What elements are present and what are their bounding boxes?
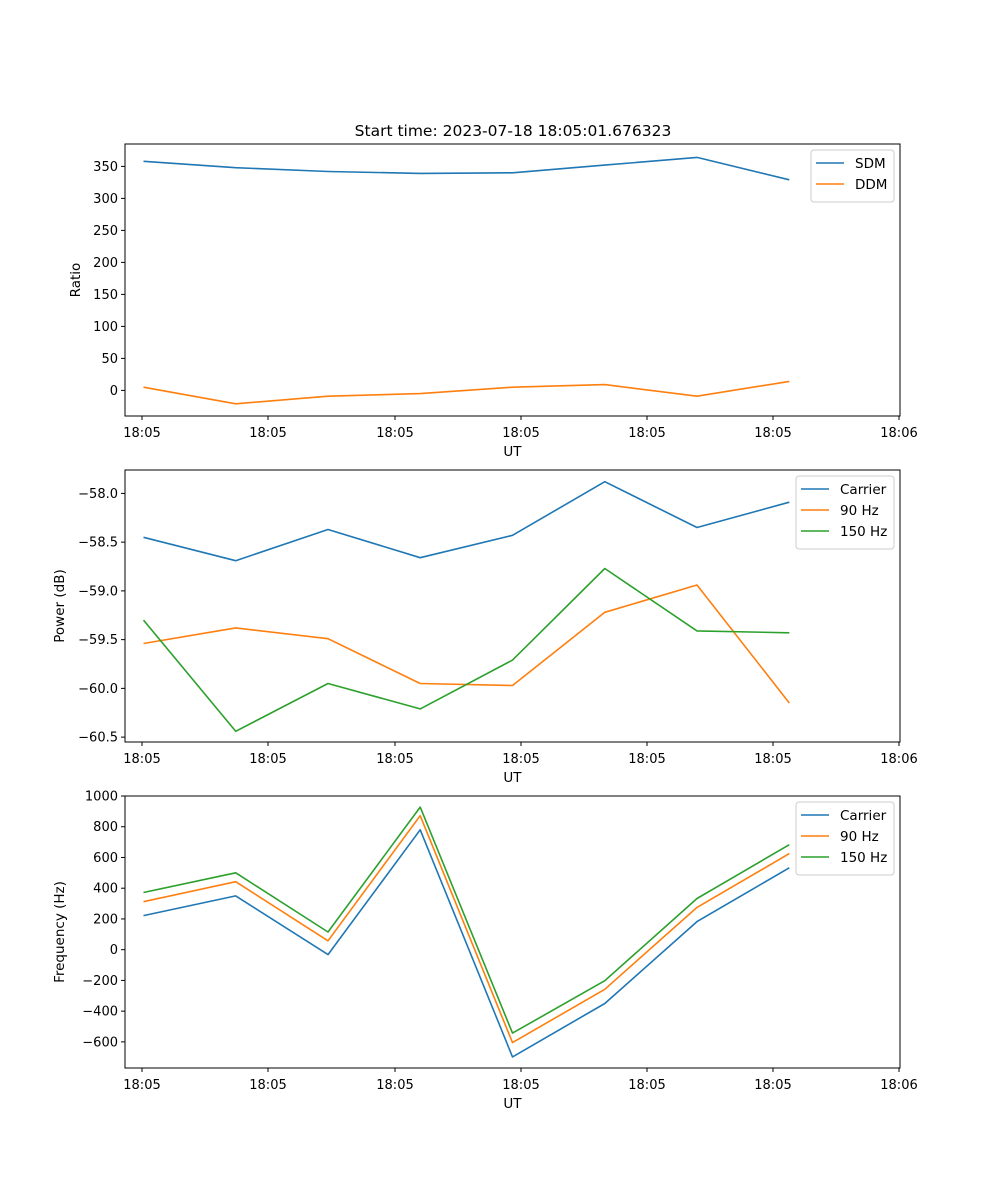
y-tick-label: 800 — [93, 820, 118, 835]
series-line-sdm — [143, 156, 790, 181]
y-tick-label: 300 — [93, 192, 118, 207]
y-axis-label: Ratio — [68, 263, 84, 298]
axes-frame — [124, 469, 901, 743]
x-axis-label: UT — [503, 1096, 522, 1112]
series-line-ddm — [143, 380, 790, 405]
x-tick-label: 18:06 — [880, 752, 917, 767]
x-tick-label: 18:05 — [628, 426, 665, 441]
subplots: 18:05 18:05 18:05 18:05 18:05 18:05 18:06 0 50 10… — [52, 143, 918, 1113]
legend-label: SDM — [855, 156, 886, 172]
y-axis-label: Power (dB) — [52, 569, 68, 642]
x-tick-label: 18:06 — [880, 1078, 917, 1093]
x-tick-label: 18:05 — [754, 1078, 791, 1093]
x-tick-label: 18:05 — [123, 426, 160, 441]
y-tick-label: 0 — [110, 943, 118, 958]
y-axis-label: Frequency (Hz) — [52, 881, 68, 983]
y-tick-label: 100 — [93, 320, 118, 335]
x-tick-label: 18:05 — [376, 752, 413, 767]
y-tick-label: −60.5 — [78, 731, 118, 746]
axes-frame — [124, 795, 901, 1069]
y-tick-label: −59.0 — [78, 584, 118, 599]
subplot-3: 18:05 18:05 18:05 18:05 18:05 18:05 18:06 −600 −… — [52, 790, 918, 1113]
x-tick-label: 18:05 — [376, 426, 413, 441]
x-tick-label: 18:05 — [249, 752, 286, 767]
subplot-2: 18:05 18:05 18:05 18:05 18:05 18:05 18:06 −60.5… — [52, 469, 918, 786]
x-tick-label: 18:05 — [376, 1078, 413, 1093]
x-axis-label: UT — [503, 444, 522, 460]
y-tick-label: 200 — [93, 256, 118, 271]
series-line-90-hz — [143, 814, 790, 1044]
legend-label: Carrier — [840, 482, 887, 498]
y-tick-label: 250 — [93, 224, 118, 239]
series-line-carrier — [143, 828, 790, 1058]
x-tick-label: 18:05 — [754, 426, 791, 441]
series-line-150-hz — [142, 567, 790, 733]
y-tick-label: 350 — [93, 160, 118, 175]
x-axis-label: UT — [503, 770, 522, 786]
y-tick-label: 400 — [93, 882, 118, 897]
legend-label: 90 Hz — [840, 503, 879, 519]
legend-label: 150 Hz — [840, 524, 887, 540]
x-tick-label: 18:05 — [502, 752, 539, 767]
series-line-150-hz — [143, 806, 790, 1034]
x-tick-label: 18:05 — [754, 752, 791, 767]
y-tick-label: −58.0 — [78, 487, 118, 502]
y-tick-label: −58.5 — [78, 536, 118, 551]
x-tick-label: 18:05 — [628, 752, 665, 767]
x-tick-label: 18:05 — [502, 1078, 539, 1093]
y-tick-label: −59.5 — [78, 633, 118, 648]
x-tick-label: 18:05 — [249, 1078, 286, 1093]
y-tick-label: 0 — [110, 384, 118, 399]
x-tick-label: 18:06 — [880, 426, 917, 441]
y-tick-label: −400 — [82, 1005, 118, 1020]
y-tick-label: 1000 — [85, 790, 118, 805]
subplot-1: 18:05 18:05 18:05 18:05 18:05 18:05 18:06 0 50 10… — [68, 143, 918, 460]
figure-title: Start time: 2023-07-18 18:05:01.676323 — [355, 122, 672, 140]
legend-label: DDM — [855, 177, 887, 193]
y-tick-label: −600 — [82, 1035, 118, 1050]
x-tick-label: 18:05 — [502, 426, 539, 441]
y-tick-label: −200 — [82, 974, 118, 989]
y-tick-label: 200 — [93, 912, 118, 927]
y-tick-label: 50 — [101, 352, 118, 367]
legend-label: 90 Hz — [840, 829, 879, 845]
y-tick-label: 600 — [93, 851, 118, 866]
y-tick-label: −60.0 — [78, 682, 118, 697]
x-tick-label: 18:05 — [123, 1078, 160, 1093]
x-tick-label: 18:05 — [628, 1078, 665, 1093]
x-tick-label: 18:05 — [123, 752, 160, 767]
series-line-carrier — [143, 480, 790, 562]
x-tick-label: 18:05 — [249, 426, 286, 441]
legend-label: Carrier — [840, 808, 887, 824]
axes-frame — [124, 143, 901, 417]
legend-label: 150 Hz — [840, 850, 887, 866]
y-tick-label: 150 — [93, 288, 118, 303]
